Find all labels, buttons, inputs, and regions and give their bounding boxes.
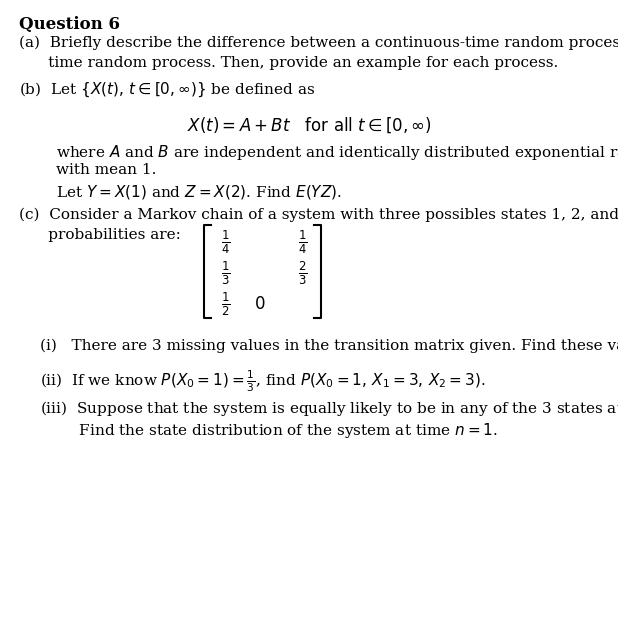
Text: (i)   There are 3 missing values in the transition matrix given. Find these valu: (i) There are 3 missing values in the tr…	[40, 339, 618, 353]
Text: (b)  Let $\{X(t),\, t \in [0, \infty)\}$ be defined as: (b) Let $\{X(t),\, t \in [0, \infty)\}$ …	[19, 81, 315, 100]
Text: $\frac{1}{4}$: $\frac{1}{4}$	[221, 229, 231, 256]
Text: where $A$ and $B$ are independent and identically distributed exponential random: where $A$ and $B$ are independent and id…	[56, 143, 618, 162]
Text: Question 6: Question 6	[19, 16, 119, 32]
Text: (ii)  If we know $P(X_0 = 1) = \frac{1}{3}$, find $P(X_0 = 1,\, X_1 = 3,\, X_2 =: (ii) If we know $P(X_0 = 1) = \frac{1}{3…	[40, 368, 486, 394]
Text: time random process. Then, provide an example for each process.: time random process. Then, provide an ex…	[19, 56, 558, 70]
Text: $X(t) = A + Bt \quad \text{for all } t \in [0, \infty)$: $X(t) = A + Bt \quad \text{for all } t \…	[187, 115, 431, 134]
Text: probabilities are:: probabilities are:	[19, 228, 180, 242]
Text: (c)  Consider a Markov chain of a system with three possibles states 1, 2, and 3: (c) Consider a Markov chain of a system …	[19, 208, 618, 222]
Text: $0$: $0$	[254, 296, 265, 313]
Text: $\frac{1}{2}$: $\frac{1}{2}$	[221, 291, 231, 318]
Text: (a)  Briefly describe the difference between a continuous-time random process an: (a) Briefly describe the difference betw…	[19, 36, 618, 50]
Text: $\frac{1}{3}$: $\frac{1}{3}$	[221, 260, 231, 287]
Text: $\frac{1}{4}$: $\frac{1}{4}$	[298, 229, 308, 256]
Text: (iii)  Suppose that the system is equally likely to be in any of the 3 states at: (iii) Suppose that the system is equally…	[40, 399, 618, 419]
Text: $\frac{2}{3}$: $\frac{2}{3}$	[298, 260, 308, 287]
Text: Let $Y = X(1)$ and $Z = X(2)$. Find $E(YZ)$.: Let $Y = X(1)$ and $Z = X(2)$. Find $E(Y…	[56, 183, 342, 201]
Text: Find the state distribution of the system at time $n = 1$.: Find the state distribution of the syste…	[40, 421, 498, 440]
Text: with mean 1.: with mean 1.	[56, 163, 156, 177]
